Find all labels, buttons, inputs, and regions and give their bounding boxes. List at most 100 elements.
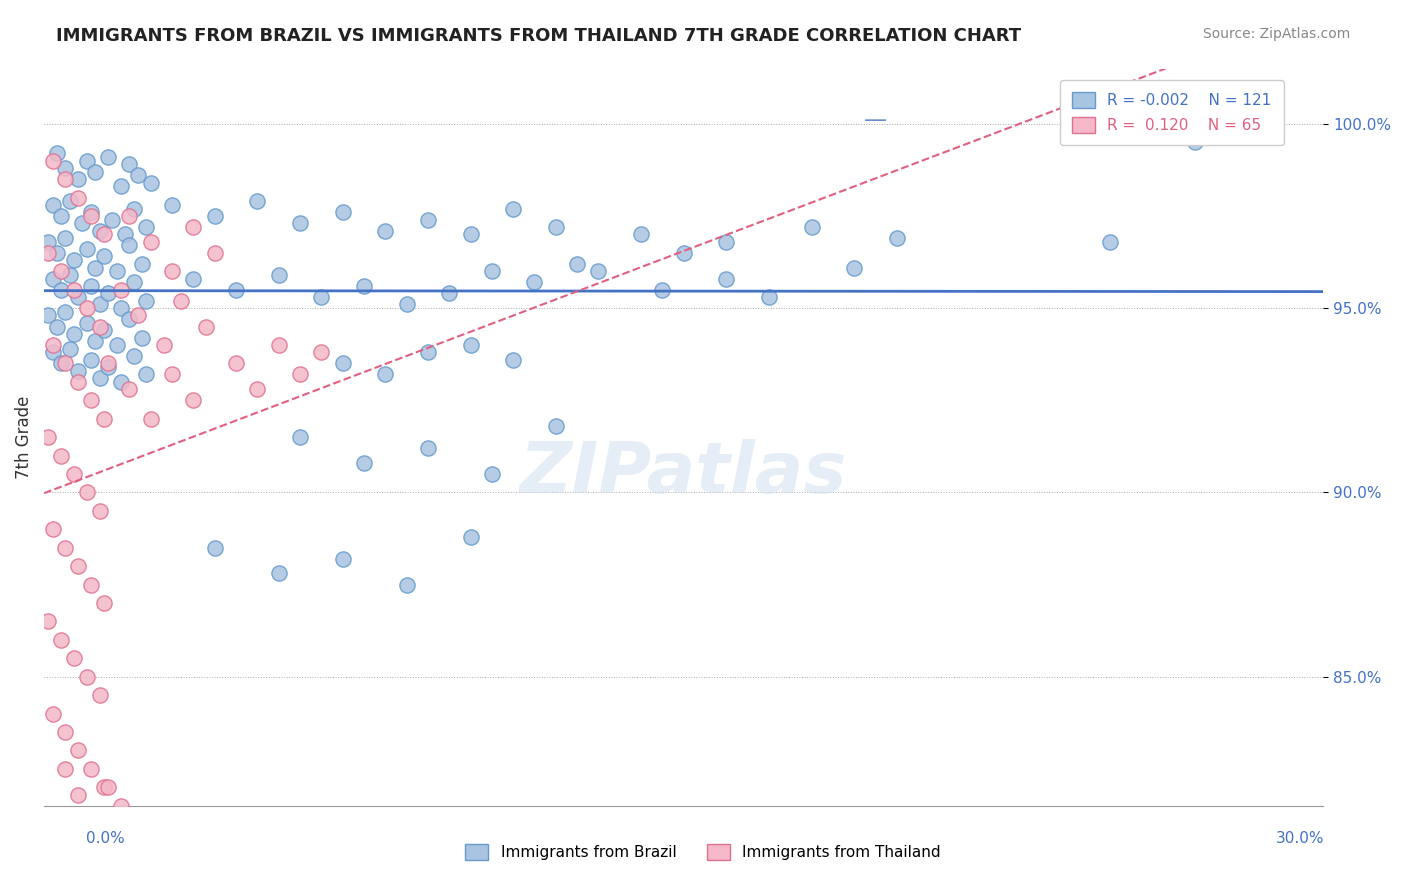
Point — [332, 551, 354, 566]
Y-axis label: 7th Grade: 7th Grade — [15, 395, 32, 479]
Point — [80, 205, 103, 219]
Point — [267, 268, 290, 282]
Point — [67, 788, 90, 802]
Point — [45, 319, 67, 334]
Point — [80, 577, 103, 591]
Point — [76, 301, 98, 315]
Point — [183, 219, 205, 234]
Point — [67, 743, 90, 757]
Point — [76, 316, 98, 330]
Point — [41, 522, 63, 536]
Point — [460, 530, 482, 544]
Text: 0.0%: 0.0% — [86, 831, 125, 846]
Point — [110, 301, 132, 315]
Point — [84, 165, 107, 179]
Point — [67, 290, 90, 304]
Point — [135, 368, 157, 382]
Point — [89, 319, 111, 334]
Point — [204, 541, 226, 555]
Point — [160, 368, 183, 382]
Point — [97, 286, 120, 301]
Point — [97, 780, 120, 795]
Point — [41, 271, 63, 285]
Point — [67, 364, 90, 378]
Point — [309, 345, 332, 359]
Point — [460, 338, 482, 352]
Point — [716, 271, 738, 285]
Point — [127, 169, 149, 183]
Point — [37, 430, 59, 444]
Point — [183, 393, 205, 408]
Point — [110, 798, 132, 813]
Point — [51, 449, 73, 463]
Point — [80, 762, 103, 776]
Point — [76, 670, 98, 684]
Point — [63, 283, 86, 297]
Point — [97, 359, 120, 374]
Legend: Immigrants from Brazil, Immigrants from Thailand: Immigrants from Brazil, Immigrants from … — [460, 838, 946, 866]
Point — [118, 238, 141, 252]
Point — [59, 268, 82, 282]
Point — [204, 209, 226, 223]
Point — [45, 146, 67, 161]
Point — [416, 212, 439, 227]
Point — [523, 275, 546, 289]
Point — [588, 264, 610, 278]
Point — [267, 566, 290, 581]
Point — [374, 224, 396, 238]
Point — [114, 227, 136, 242]
Point — [80, 279, 103, 293]
Point — [55, 231, 77, 245]
Text: ZIPatlas: ZIPatlas — [520, 440, 848, 508]
Point — [288, 216, 311, 230]
Point — [37, 309, 59, 323]
Point — [246, 194, 269, 209]
Point — [1099, 235, 1122, 249]
Point — [97, 356, 120, 370]
Point — [160, 198, 183, 212]
Point — [139, 235, 162, 249]
Point — [169, 293, 191, 308]
Point — [118, 312, 141, 326]
Point — [544, 219, 567, 234]
Point — [195, 319, 218, 334]
Point — [460, 227, 482, 242]
Point — [67, 172, 90, 186]
Point — [80, 393, 103, 408]
Point — [630, 227, 652, 242]
Point — [135, 293, 157, 308]
Point — [131, 330, 153, 344]
Point — [89, 224, 111, 238]
Point — [416, 441, 439, 455]
Point — [55, 762, 77, 776]
Text: 30.0%: 30.0% — [1277, 831, 1324, 846]
Point — [51, 264, 73, 278]
Point — [101, 212, 124, 227]
Point — [89, 688, 111, 702]
Point — [395, 297, 418, 311]
Point — [225, 356, 247, 370]
Point — [84, 334, 107, 349]
Point — [122, 275, 145, 289]
Point — [89, 504, 111, 518]
Point — [800, 219, 823, 234]
Point — [651, 283, 673, 297]
Point — [67, 375, 90, 389]
Point — [55, 305, 77, 319]
Point — [67, 559, 90, 574]
Point — [89, 297, 111, 311]
Point — [93, 227, 115, 242]
Point — [76, 485, 98, 500]
Legend: R = -0.002    N = 121, R =  0.120    N = 65: R = -0.002 N = 121, R = 0.120 N = 65 — [1060, 80, 1284, 145]
Point — [332, 205, 354, 219]
Point — [886, 231, 908, 245]
Point — [41, 345, 63, 359]
Point — [118, 209, 141, 223]
Point — [110, 179, 132, 194]
Point — [51, 209, 73, 223]
Point — [353, 279, 375, 293]
Point — [41, 198, 63, 212]
Point — [437, 286, 460, 301]
Point — [122, 202, 145, 216]
Point — [76, 153, 98, 168]
